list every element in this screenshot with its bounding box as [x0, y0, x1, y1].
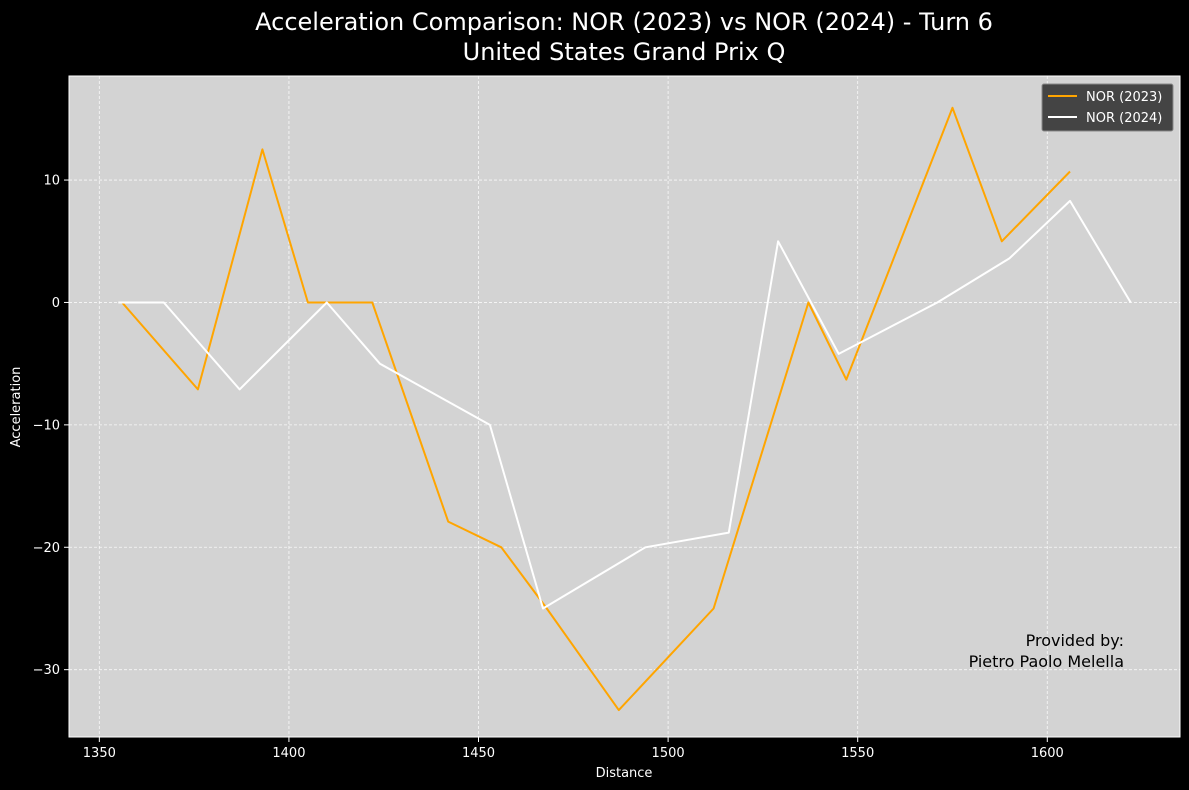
y-tick-label: 10 — [43, 174, 60, 189]
legend: NOR (2023) NOR (2024) — [1041, 83, 1174, 132]
x-tick-label: 1400 — [272, 746, 305, 761]
y-tick-label: −30 — [33, 663, 60, 678]
x-tick-label: 1550 — [841, 746, 874, 761]
x-tick-label: 1500 — [652, 746, 685, 761]
legend-label-nor-2023: NOR (2023) — [1086, 90, 1162, 105]
chart-title: Acceleration Comparison: NOR (2023) vs N… — [255, 8, 993, 36]
attribution-line-2: Pietro Paolo Melella — [969, 652, 1124, 671]
series-layer — [118, 106, 1132, 712]
x-tick-label: 1350 — [83, 746, 116, 761]
x-axis-label: Distance — [596, 766, 653, 781]
x-tick-label: 1450 — [462, 746, 495, 761]
legend-label-nor-2024: NOR (2024) — [1086, 111, 1162, 126]
x-tick-label: 1600 — [1031, 746, 1064, 761]
chart-subtitle: United States Grand Prix Q — [463, 38, 786, 66]
series-line-nor-2024 — [118, 199, 1132, 610]
y-tick-label: 0 — [52, 296, 60, 311]
y-tick-label: −10 — [33, 418, 60, 433]
axes-layer: 1350 1400 1450 1500 1550 1600 10 0 −10 −20 −30 — [33, 174, 1064, 761]
y-tick-label: −20 — [33, 541, 60, 556]
plot-area — [68, 75, 1181, 738]
series-line-nor-2023 — [121, 106, 1071, 712]
attribution-line-1: Provided by: — [1026, 631, 1124, 650]
grid-layer — [69, 76, 1180, 737]
y-axis-label: Acceleration — [9, 367, 24, 448]
